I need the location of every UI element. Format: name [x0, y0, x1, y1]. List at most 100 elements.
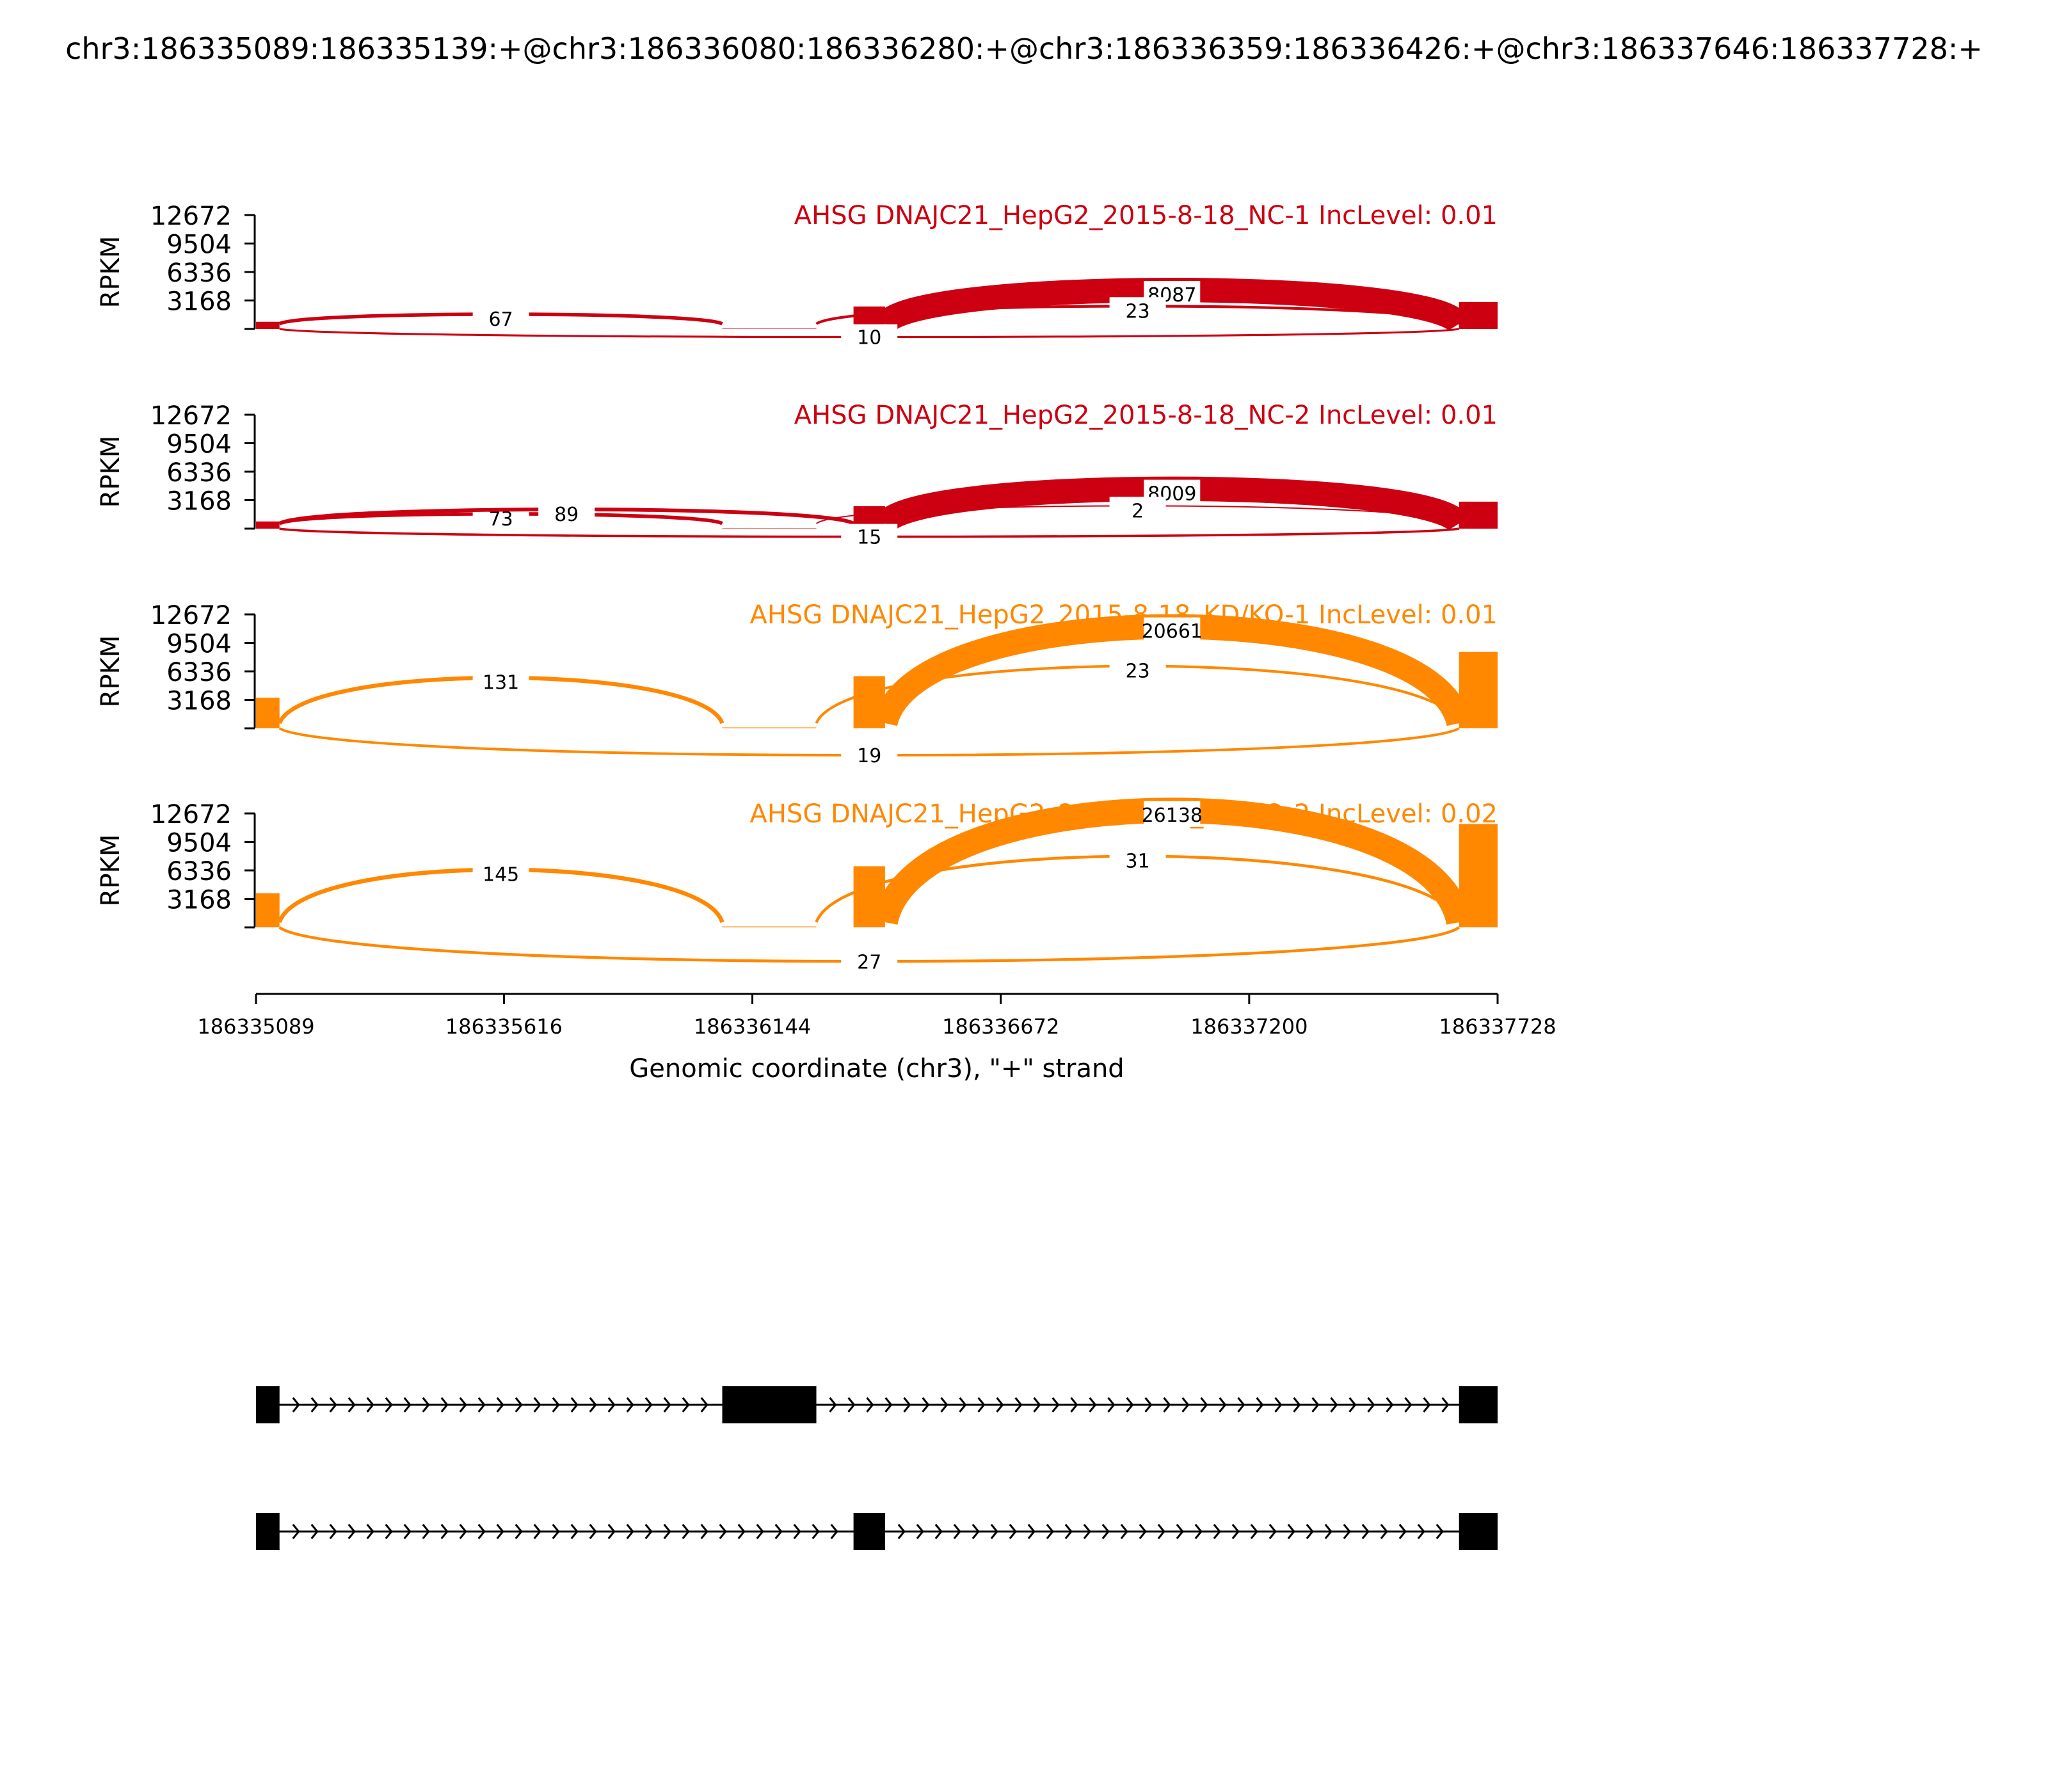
strand-chevron: [422, 1397, 430, 1412]
strand-chevron: [1163, 1397, 1171, 1412]
junction-label-bg: [841, 524, 898, 550]
strand-chevron: [737, 1524, 746, 1539]
y-axis-label: RPKM: [96, 236, 125, 308]
junction-count: 67: [489, 308, 513, 331]
junction-count: 89: [554, 504, 579, 526]
strand-chevron: [589, 1524, 597, 1539]
strand-chevron: [515, 1397, 523, 1412]
track-title: AHSG DNAJC21_HepG2_2015-8-18_NC-2 IncLev…: [794, 401, 1498, 430]
junction-count: 20661: [1142, 621, 1203, 643]
strand-chevron: [1176, 1524, 1184, 1539]
x-axis: 186335089 186335616 186336144 186336672 1863…: [197, 993, 1556, 1039]
exon-block: [256, 1386, 280, 1423]
strand-chevron: [830, 1524, 838, 1539]
coverage-block: [256, 521, 280, 529]
junction-label-bg: [841, 324, 898, 350]
strand-chevron: [385, 1397, 393, 1412]
strand-chevron: [1306, 1524, 1314, 1539]
junction-label-bg: [472, 860, 529, 886]
strand-chevron: [1330, 1397, 1338, 1412]
strand-chevron: [1144, 1397, 1153, 1412]
strand-chevron: [440, 1397, 449, 1412]
strand-chevron: [626, 1524, 634, 1539]
strand-chevron: [663, 1524, 671, 1539]
strand-chevron: [1009, 1524, 1017, 1539]
x-tick-label: 186335089: [197, 1014, 314, 1039]
exon-block: [256, 1513, 280, 1550]
strand-chevron: [953, 1524, 961, 1539]
strand-chevron: [329, 1524, 337, 1539]
strand-chevron: [1386, 1397, 1394, 1412]
strand-chevron: [1213, 1524, 1221, 1539]
strand-chevron: [682, 1397, 690, 1412]
x-tick-label: 186336144: [694, 1014, 811, 1039]
strand-chevron: [812, 1524, 820, 1539]
strand-chevron: [1441, 1397, 1450, 1412]
strand-chevron: [1064, 1524, 1073, 1539]
strand-chevron: [774, 1524, 783, 1539]
strand-chevron: [977, 1397, 986, 1412]
strand-chevron: [440, 1524, 449, 1539]
strand-chevron: [570, 1397, 579, 1412]
strand-chevron: [496, 1397, 504, 1412]
strand-chevron: [1089, 1397, 1097, 1412]
strand-chevron: [1120, 1524, 1128, 1539]
strand-chevron: [1200, 1397, 1208, 1412]
strand-chevron: [829, 1397, 837, 1412]
coverage-block: [256, 698, 280, 728]
y-tick-label: 6336: [166, 857, 232, 886]
y-tick-label: 12672: [150, 202, 232, 231]
strand-chevron: [934, 1524, 943, 1539]
strand-chevron: [1324, 1524, 1332, 1539]
strand-chevron: [793, 1524, 801, 1539]
strand-chevron: [903, 1397, 911, 1412]
strand-chevron: [922, 1397, 930, 1412]
exon-block: [1459, 1513, 1498, 1550]
strand-chevron: [1436, 1524, 1444, 1539]
strand-chevron: [1157, 1524, 1165, 1539]
strand-chevron: [1398, 1524, 1407, 1539]
exon-block: [722, 1386, 817, 1423]
junction-count: 131: [483, 672, 519, 694]
strand-chevron: [533, 1524, 541, 1539]
y-tick-label: 12672: [150, 601, 232, 630]
strand-chevron: [1052, 1397, 1060, 1412]
strand-chevron: [403, 1397, 412, 1412]
strand-chevron: [1268, 1524, 1277, 1539]
strand-chevron: [1293, 1397, 1301, 1412]
junction-count: 2: [1132, 500, 1144, 522]
page-title: chr3:186335089:186335139:+@chr3:18633608…: [65, 31, 1983, 66]
exon-block: [853, 1513, 885, 1550]
coverage-block: [722, 328, 817, 329]
coverage-block: [256, 321, 280, 329]
strand-chevron: [1287, 1524, 1295, 1539]
y-axis-label: RPKM: [96, 436, 125, 508]
strand-chevron: [310, 1524, 319, 1539]
strand-chevron: [403, 1524, 412, 1539]
y-tick-label: 9504: [166, 230, 232, 260]
strand-chevron: [1231, 1524, 1240, 1539]
strand-chevron: [533, 1397, 541, 1412]
x-axis-label: Genomic coordinate (chr3), "+" strand: [629, 1054, 1124, 1084]
strand-chevron: [1219, 1397, 1227, 1412]
strand-chevron: [1343, 1524, 1351, 1539]
coverage-block: [256, 893, 280, 927]
strand-chevron: [292, 1397, 300, 1412]
strand-chevron: [1107, 1397, 1116, 1412]
strand-chevron: [1033, 1397, 1041, 1412]
strand-chevron: [292, 1524, 300, 1539]
y-tick-label: 3168: [166, 487, 232, 516]
junction-count: 73: [489, 508, 513, 531]
strand-chevron: [847, 1397, 856, 1412]
strand-chevron: [348, 1524, 356, 1539]
junction-label-bg: [1109, 847, 1166, 873]
coverage-block: [722, 528, 817, 529]
strand-chevron: [1380, 1524, 1388, 1539]
junction-label-bg: [472, 668, 529, 694]
junction-count: 15: [857, 527, 881, 549]
junction-count: 23: [1126, 660, 1150, 682]
strand-chevron: [1083, 1524, 1091, 1539]
junction-label-bg: [1109, 657, 1166, 683]
